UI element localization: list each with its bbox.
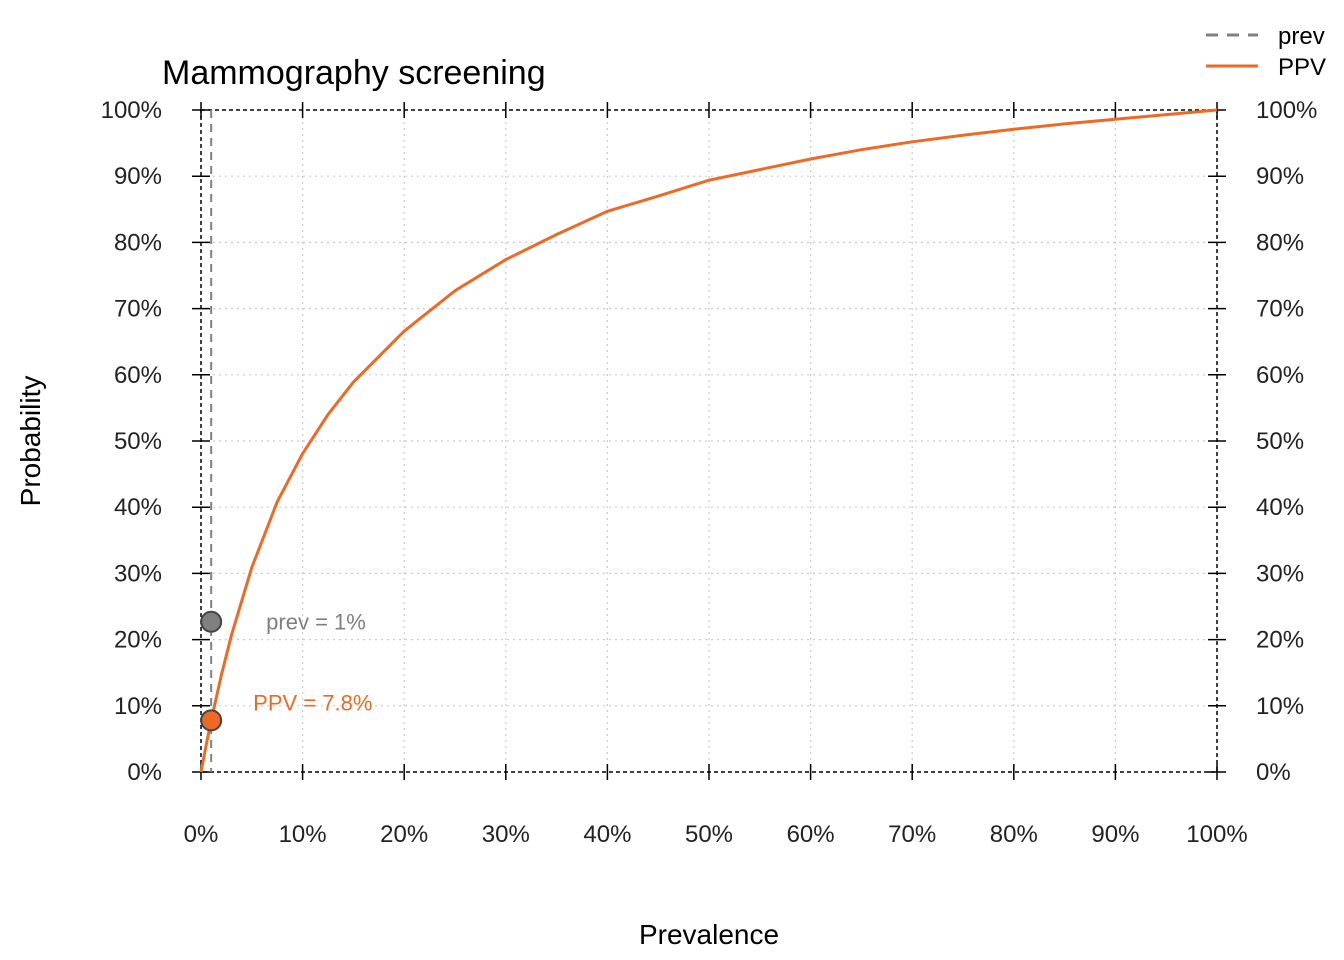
x-tick-label: 100% [1186, 821, 1247, 848]
point-ppv [200, 709, 223, 732]
y-tick-label-right: 0% [1256, 759, 1291, 786]
ppv-curve [199, 108, 1218, 773]
x-tick-label: 30% [482, 821, 530, 848]
point-label-prev: prev = 1% [266, 610, 366, 635]
y-tick-label-right: 30% [1256, 560, 1304, 587]
y-tick-label-left: 80% [114, 229, 162, 256]
grid-lines [201, 110, 1217, 772]
y-tick-label-right: 80% [1256, 229, 1304, 256]
y-tick-label-left: 100% [101, 97, 162, 124]
chart-title: Mammography screening [162, 54, 546, 92]
y-tick-label-left: 90% [114, 163, 162, 190]
highlight-points: prev = 1% PPV = 7.8% [200, 610, 372, 732]
x-tick-label: 0% [184, 821, 219, 848]
x-tick-label: 90% [1091, 821, 1139, 848]
y-axis-left: 0% 10% 20% 30% 40% 50% 60% 70% 80% 90% 100% [101, 97, 210, 786]
y-tick-label-right: 20% [1256, 627, 1304, 654]
y-tick-label-left: 0% [127, 759, 162, 786]
y-tick-label-left: 40% [114, 494, 162, 521]
x-tick-label: 80% [990, 821, 1038, 848]
y-tick-label-right: 60% [1256, 362, 1304, 389]
y-tick-label-right: 100% [1256, 97, 1317, 124]
y-tick-label-left: 70% [114, 296, 162, 323]
y-tick-label-right: 90% [1256, 163, 1304, 190]
legend-ppv-label: PPV [1278, 54, 1326, 81]
x-tick-label: 20% [380, 821, 428, 848]
x-axis: 0% 10% 20% 30% 40% 50% 60% 70% 80% 90% 100% [184, 102, 1248, 848]
y-tick-label-right: 50% [1256, 428, 1304, 455]
x-tick-label: 60% [787, 821, 835, 848]
x-tick-label: 40% [583, 821, 631, 848]
y-tick-label-right: 40% [1256, 494, 1304, 521]
y-axis-title: Probability [15, 376, 46, 507]
y-tick-label-left: 60% [114, 362, 162, 389]
point-prev [200, 610, 223, 633]
point-label-ppv: PPV = 7.8% [253, 690, 372, 715]
y-tick-label-left: 50% [114, 428, 162, 455]
y-tick-label-left: 10% [114, 693, 162, 720]
x-tick-label: 50% [685, 821, 733, 848]
y-tick-label-left: 20% [114, 627, 162, 654]
legend: prev PPV [1206, 23, 1326, 81]
x-tick-label: 10% [279, 821, 327, 848]
x-tick-label: 70% [888, 821, 936, 848]
legend-prev-label: prev [1278, 23, 1325, 50]
x-axis-title: Prevalence [639, 919, 779, 950]
y-tick-label-left: 30% [114, 560, 162, 587]
y-tick-label-right: 70% [1256, 296, 1304, 323]
y-axis-right: 0% 10% 20% 30% 40% 50% 60% 70% 80% 90% 100% [1208, 97, 1317, 786]
y-tick-label-right: 10% [1256, 693, 1304, 720]
